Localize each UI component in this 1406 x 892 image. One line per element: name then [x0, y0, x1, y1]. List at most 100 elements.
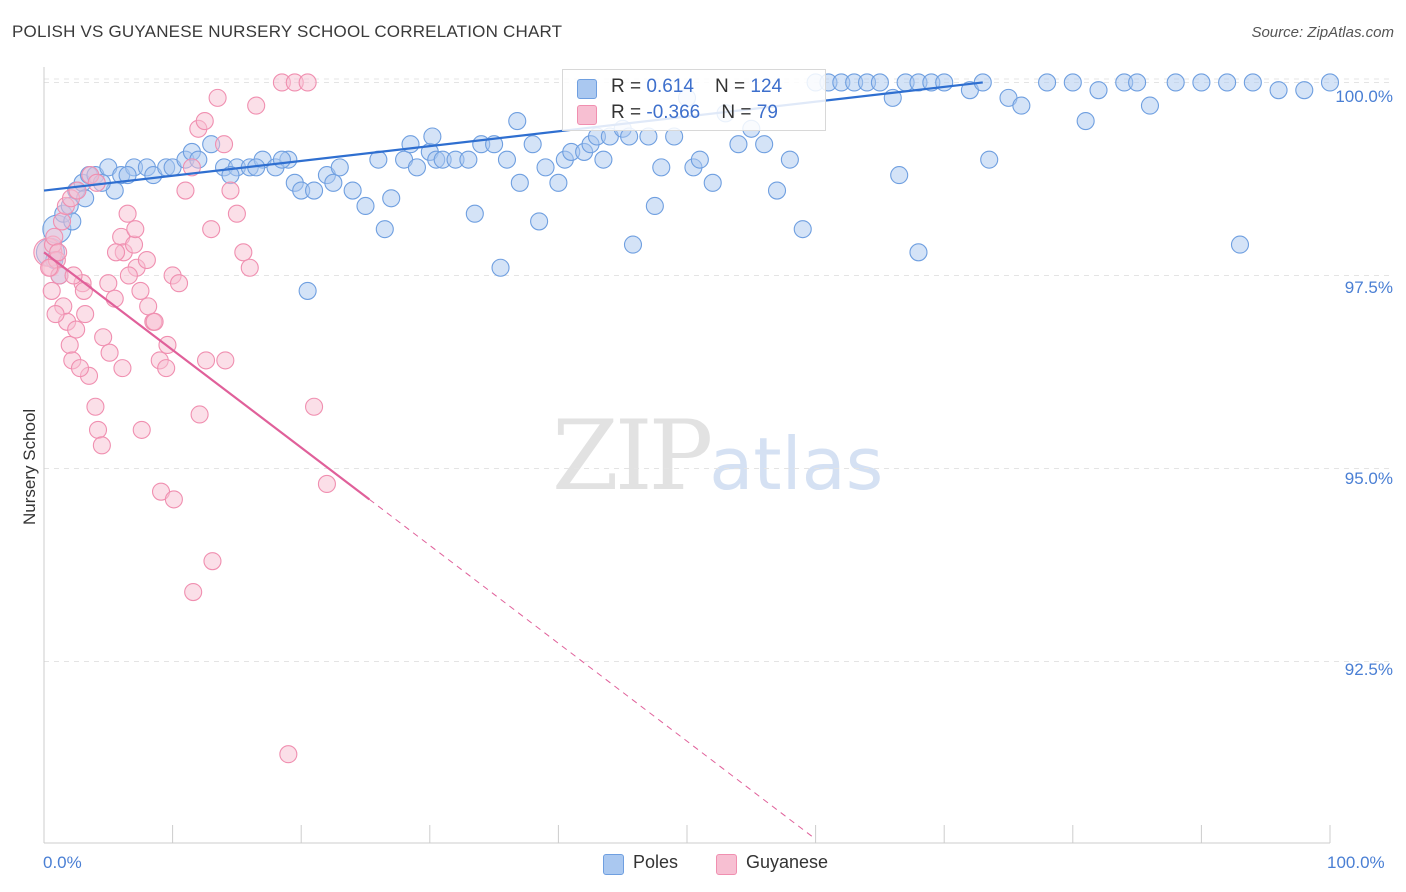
chart-title: POLISH VS GUYANESE NURSERY SCHOOL CORREL… — [12, 22, 563, 41]
poles-point-46 — [510, 173, 529, 192]
guyanese-point-57 — [203, 552, 222, 571]
poles-point-110 — [890, 166, 909, 185]
poles-point-90 — [1089, 81, 1108, 100]
poles-point-45 — [497, 150, 517, 169]
guyanese-point-11 — [76, 305, 95, 324]
poles-point-121 — [272, 150, 291, 169]
poles-point-111 — [909, 243, 928, 262]
poles-point-124 — [508, 111, 527, 131]
guyanese-point-43 — [52, 212, 72, 231]
guyanese-point-24 — [137, 250, 156, 270]
guyanese-point-35 — [208, 88, 227, 107]
guyanese-point-47 — [74, 281, 93, 300]
guyanese-r-value: -0.366 — [646, 102, 701, 123]
guyanese-point-48 — [94, 328, 113, 347]
guyanese-r-label: R = — [611, 102, 647, 123]
guyanese-point-16 — [99, 274, 118, 293]
poles-point-89 — [1063, 73, 1082, 92]
guyanese-point-49 — [100, 343, 119, 362]
poles-point-30 — [324, 173, 343, 192]
guyanese-point-69 — [70, 359, 90, 378]
guyanese-legend-swatch — [716, 854, 737, 875]
poles-r-label: R = — [611, 76, 647, 97]
guyanese-point-15 — [92, 436, 111, 455]
guyanese-point-37 — [221, 181, 240, 200]
poles-point-42 — [459, 150, 478, 169]
poles-point-99 — [1295, 81, 1314, 100]
y-tick-label-100: 100.0% — [1335, 87, 1393, 106]
guyanese-point-20 — [118, 204, 137, 223]
guyanese-swatch — [577, 105, 597, 125]
poles-point-116 — [375, 220, 394, 239]
poles-point-31 — [330, 158, 349, 177]
guyanese-point-14 — [88, 420, 108, 439]
watermark-zip: ZIP — [552, 400, 713, 512]
guyanese-point-63 — [305, 397, 324, 416]
poles-point-108 — [623, 235, 643, 254]
guyanese-point-59 — [247, 96, 266, 115]
poles-point-109 — [645, 196, 664, 216]
poles-point-98 — [1269, 81, 1288, 100]
poles-point-95 — [1192, 73, 1211, 92]
poles-stats: R = 0.614 N = 124 — [611, 76, 782, 98]
poles-point-55 — [594, 150, 613, 169]
guyanese-point-36 — [214, 135, 234, 154]
y-axis-label: Nursery School — [20, 408, 39, 525]
y-tick-label-92-5: 92.5% — [1344, 660, 1393, 679]
poles-point-94 — [1166, 73, 1185, 92]
poles-point-35 — [382, 189, 401, 208]
poles-point-47 — [523, 135, 542, 154]
poles-point-92 — [1128, 73, 1147, 92]
guyanese-point-33 — [195, 111, 214, 131]
guyanese-point-73 — [119, 266, 138, 285]
watermark: ZIPatlas — [552, 400, 883, 512]
guyanese-point-9 — [67, 320, 86, 339]
poles-point-64 — [690, 150, 709, 169]
guyanese-point-39 — [234, 243, 253, 262]
guyanese-stats: R = -0.366 N = 79 — [611, 102, 778, 124]
poles-legend-label: Poles — [633, 852, 679, 872]
poles-point-87 — [1012, 96, 1031, 115]
poles-point-88 — [1038, 73, 1057, 92]
guyanese-point-66 — [42, 281, 61, 300]
poles-point-71 — [780, 150, 799, 169]
correlation-legend: R = 0.614 N = 124 R = -0.366 N = 79 — [562, 69, 826, 131]
guyanese-point-40 — [240, 258, 259, 277]
guyanese-point-62 — [298, 73, 317, 92]
poles-point-117 — [465, 204, 484, 223]
guyanese-point-53 — [164, 490, 183, 509]
poles-point-69 — [755, 135, 774, 154]
poles-point-115 — [298, 281, 317, 300]
poles-point-112 — [980, 150, 999, 169]
guyanese-legend-label: Guyanese — [746, 852, 829, 872]
guyanese-point-56 — [196, 351, 216, 370]
guyanese-point-50 — [113, 359, 132, 378]
guyanese-point-29 — [169, 274, 189, 293]
guyanese-point-65 — [40, 258, 59, 277]
watermark-atlas: atlas — [709, 422, 884, 506]
poles-swatch — [577, 79, 597, 99]
poles-point-33 — [356, 196, 375, 216]
poles-point-65 — [703, 173, 722, 192]
poles-legend-swatch — [603, 854, 624, 875]
guyanese-point-21 — [124, 235, 144, 254]
poles-n-label: N = — [715, 76, 751, 97]
guyanese-point-54 — [184, 583, 203, 602]
guyanese-point-75 — [139, 297, 158, 316]
poles-point-67 — [729, 135, 748, 154]
guyanese-point-34 — [202, 220, 221, 239]
poles-trend-line — [43, 81, 983, 192]
poles-point-32 — [343, 181, 362, 200]
poles-point-93 — [1140, 96, 1160, 115]
y-tick-label-97-5: 97.5% — [1344, 278, 1393, 297]
poles-point-113 — [1076, 111, 1095, 131]
guyanese-point-64 — [317, 474, 336, 494]
poles-point-122 — [401, 135, 420, 154]
poles-point-72 — [793, 220, 812, 239]
guyanese-point-55 — [190, 405, 209, 424]
guyanese-point-38 — [227, 204, 246, 223]
poles-point-78 — [870, 73, 889, 92]
poles-point-114 — [1230, 235, 1250, 254]
poles-n-value: 124 — [750, 76, 783, 97]
